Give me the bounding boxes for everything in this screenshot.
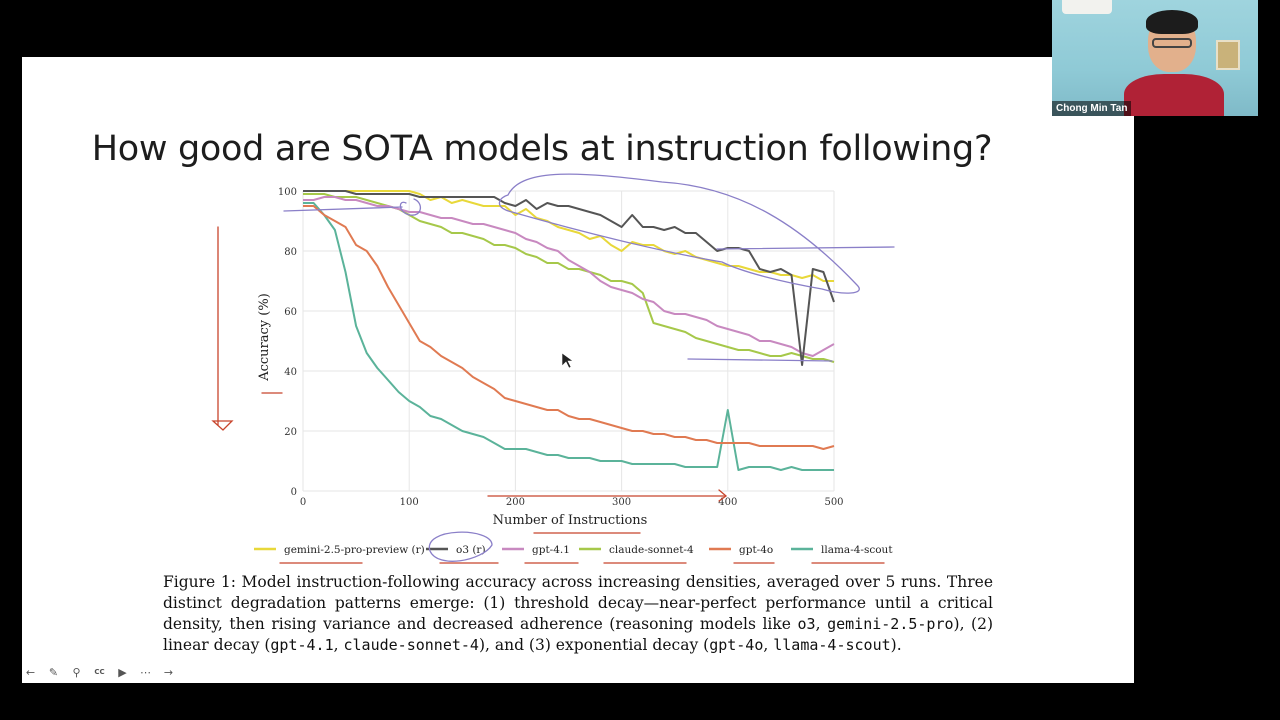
legend-label: claude-sonnet-4 [609,544,694,556]
x-tick-label: 500 [824,497,843,508]
chart-labels: Number of Instructions Accuracy (%) [257,293,647,528]
chart-series [303,190,835,471]
back-icon[interactable]: ← [22,663,39,681]
ink-stroke [687,358,833,362]
caption-text: Figure 1: Model instruction-following ac… [163,573,993,633]
y-tick-label: 80 [284,247,297,258]
participant-video[interactable]: Chong Min Tan [1052,0,1258,116]
caption-code: gpt-4o [709,636,764,654]
series-line-gemini-2-5-pro-preview-r- [303,190,834,282]
ink-stroke [716,246,895,250]
caption-code: claude-sonnet-4 [343,636,479,654]
caption-text: ), (2) linear decay ( [163,615,994,654]
caption-text: ), and (3) exponential decay ( [478,636,710,654]
x-axis-label: Number of Instructions [493,513,648,528]
x-tick-label: 0 [300,497,306,508]
ink-stroke [428,531,493,562]
legend-label: gemini-2.5-pro-preview (r) [284,544,425,556]
ink-stroke [399,198,421,216]
wall-picture [1216,40,1240,70]
ink-stroke [211,420,234,431]
x-tick-label: 100 [400,497,419,508]
ink-stroke [718,489,728,502]
y-tick-label: 40 [284,367,297,378]
caption-code: gpt-4.1 [270,636,334,654]
y-axis-label: Accuracy (%) [257,293,272,382]
y-tick-label: 60 [284,307,297,318]
x-tick-label: 200 [506,497,525,508]
chart-ticks: 0 20 40 60 80 100 0 100 200 300 400 500 [278,187,844,508]
pen-annotations [211,173,895,564]
ink-stroke [498,173,860,294]
accuracy-chart: 0 20 40 60 80 100 0 100 200 300 400 500 Number of I… [211,173,895,564]
slide: How good are SOTA models at instruction … [22,57,1134,683]
series-line-llama-4-scout [303,202,834,471]
x-tick-label: 300 [612,497,631,508]
slide-title: How good are SOTA models at instruction … [91,129,993,169]
person-hair [1146,10,1198,34]
pen-icon[interactable]: ✎ [45,663,62,681]
caption-code: o3 [797,615,816,633]
chart-legend: gemini-2.5-pro-preview (r) o3 (r) gpt-4.1 c… [254,544,893,556]
caption-text: ). [890,636,902,654]
chart-grid [302,190,835,492]
person-body [1124,74,1224,116]
y-tick-label: 0 [291,487,297,498]
glasses [1152,38,1192,48]
caption-text: , [763,636,774,654]
legend-label: gpt-4o [739,544,773,556]
caption-text: , [815,615,828,633]
presentation-toolbar: ← ✎ ⚲ CC ▶ ⋯ → [22,663,177,681]
series-line-o3-r- [303,190,835,366]
air-conditioner [1062,0,1112,14]
ink-stroke [283,206,403,212]
y-tick-label: 100 [278,187,297,198]
participant-name: Chong Min Tan [1052,101,1132,116]
zoom-icon[interactable]: ⚲ [68,663,85,681]
more-icon[interactable]: ⋯ [137,663,154,681]
caption-code: llama-4-scout [773,636,891,654]
series-line-gpt-4o [303,205,835,450]
legend-label: gpt-4.1 [532,544,570,556]
figure-caption: Figure 1: Model instruction-following ac… [163,572,993,656]
y-tick-label: 20 [284,427,297,438]
legend-label: llama-4-scout [821,544,893,556]
video-icon[interactable]: ▶ [114,663,131,681]
mouse-cursor-icon [561,352,574,369]
legend-label: o3 (r) [456,544,486,556]
caption-text: , [333,636,344,654]
caption-code: gemini-2.5-pro [827,615,954,633]
forward-icon[interactable]: → [160,663,177,681]
captions-icon[interactable]: CC [91,663,108,681]
x-tick-label: 400 [718,497,737,508]
